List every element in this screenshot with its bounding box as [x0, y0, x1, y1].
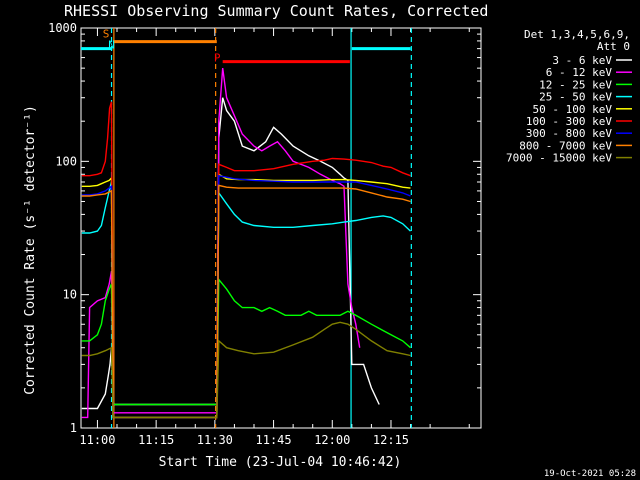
x-tick-label: 11:30 [197, 433, 233, 447]
y-tick-label: 100 [55, 154, 77, 168]
series-line [81, 97, 380, 410]
x-tick-label: 12:00 [314, 433, 350, 447]
x-tick-label: 11:45 [256, 433, 292, 447]
event-marker: S [103, 27, 110, 40]
y-tick-label: 1 [70, 421, 77, 435]
legend-header-line1: Det 1,3,4,5,6,9, [524, 28, 630, 41]
legend-label: 50 - 100 keV [533, 103, 613, 116]
y-tick-label: 1000 [48, 21, 77, 35]
x-tick-label: 11:15 [138, 433, 174, 447]
legend-label: 3 - 6 keV [552, 54, 612, 67]
y-tick-label: 10 [63, 288, 77, 302]
legend-label: 300 - 800 keV [526, 127, 612, 140]
series-line [81, 277, 411, 406]
series-line [81, 321, 411, 419]
plot-frame [80, 27, 482, 429]
legend-label: 25 - 50 keV [539, 91, 612, 104]
chart-title: RHESSI Observing Summary Count Rates, Co… [64, 2, 488, 20]
series-line [81, 173, 411, 419]
series-line [81, 184, 411, 419]
series-line [81, 174, 411, 419]
x-axis-label: Start Time (23-Jul-04 10:46:42) [159, 455, 402, 470]
legend-header-line2: Att 0 [597, 40, 630, 53]
series-line [81, 101, 411, 419]
legend-label: 6 - 12 keV [546, 66, 613, 79]
series-line [81, 68, 361, 419]
date-stamp: 19-Oct-2021 05:28 [544, 469, 636, 479]
legend-label: 12 - 25 keV [539, 78, 612, 91]
series-group [81, 68, 411, 419]
event-marker: N [108, 39, 115, 52]
legend-label: 7000 - 15000 keV [506, 152, 612, 165]
series-line [81, 181, 411, 419]
x-tick-label: 12:15 [373, 433, 409, 447]
legend-label: 800 - 7000 keV [519, 139, 612, 152]
event-marker: P [214, 52, 221, 65]
y-axis-label: Corrected Count Rate (s⁻¹ detector⁻¹) [23, 105, 38, 395]
x-tick-label: 11:00 [79, 433, 115, 447]
legend-label: 100 - 300 keV [526, 115, 612, 128]
